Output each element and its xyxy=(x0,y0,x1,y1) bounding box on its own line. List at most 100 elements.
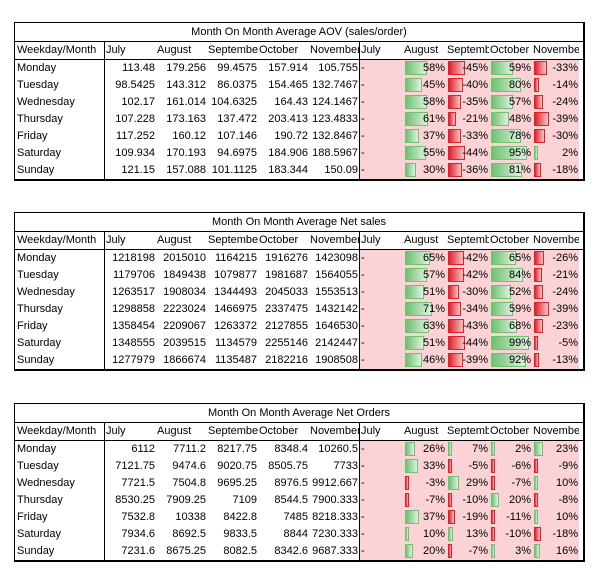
column-header: October xyxy=(490,44,530,56)
percent-cell: 71% xyxy=(403,301,446,318)
value-cell: 8422.8 xyxy=(223,511,257,523)
change-bar xyxy=(534,112,549,126)
value-cell: 7504.8 xyxy=(172,477,206,489)
weekday-cell: Wednesday xyxy=(15,284,105,301)
percent-cell: -14% xyxy=(532,77,579,94)
change-bar xyxy=(534,476,538,490)
value-cell: 173.163 xyxy=(166,113,206,125)
column-header: September xyxy=(208,44,258,56)
percent-cell: - xyxy=(360,111,403,128)
value-cell: 121.15 xyxy=(121,164,155,176)
percent-text: 29% xyxy=(465,477,488,489)
percent-text: - xyxy=(361,164,365,176)
percent-text: 10% xyxy=(422,528,445,540)
percent-cell: - xyxy=(360,509,403,526)
value-cell: 8217.75 xyxy=(217,443,257,455)
change-bar xyxy=(534,493,538,507)
percent-text: -5% xyxy=(558,337,578,349)
weekday-cell: Saturday xyxy=(15,335,105,352)
value-cell: 10338 xyxy=(175,511,206,523)
change-bar xyxy=(534,527,541,541)
table-row: Thursday 8530.25 7909.25 7109 8544.5 7900.333… xyxy=(15,492,583,509)
percent-cell: -7% xyxy=(403,492,446,509)
column-header: September xyxy=(208,425,258,437)
percent-cell: 23% xyxy=(532,441,579,458)
percent-text: 65% xyxy=(508,252,531,264)
value-cell: 132.7467 xyxy=(309,77,360,94)
percent-text: 33% xyxy=(422,460,445,472)
percent-text: -44% xyxy=(462,337,488,349)
percent-cell: 2% xyxy=(532,145,579,162)
percent-text: 37% xyxy=(422,511,445,523)
percent-cell: - xyxy=(360,301,403,318)
column-header: November xyxy=(309,42,360,59)
percent-cell: 46% xyxy=(403,352,446,369)
value-cell: 107.146 xyxy=(217,130,257,142)
table-row: Sunday 121.15 157.088 101.1125 183.344 150.09… xyxy=(15,162,583,179)
change-bar xyxy=(405,476,409,490)
value-cell: 8675.25 xyxy=(166,545,206,557)
value-cell: 2039515 xyxy=(163,337,206,349)
change-bar xyxy=(491,95,513,109)
percent-cell: 10% xyxy=(532,475,579,492)
percent-text: -26% xyxy=(552,252,578,264)
weekday-cell: Saturday xyxy=(15,145,105,162)
change-bar xyxy=(448,442,452,456)
value-cell: 124.1467 xyxy=(309,94,360,111)
value-cell: 2142447 xyxy=(309,335,360,352)
value-cell: 1179706 xyxy=(112,269,155,281)
table-row: Friday 1358454 2209067 1263372 2127855 164653… xyxy=(15,318,583,335)
value-cell: 1849438 xyxy=(163,269,206,281)
change-bar xyxy=(448,285,460,299)
change-bar xyxy=(448,336,465,350)
value-cell: 2045033 xyxy=(265,286,308,298)
percent-text: -44% xyxy=(462,147,488,159)
column-header: November xyxy=(533,234,579,246)
table-row: Saturday 7934.6 8692.5 9833.5 8844 7230.333-1… xyxy=(15,526,583,543)
value-cell: 1908034 xyxy=(163,286,206,298)
change-bar xyxy=(534,251,544,265)
change-bar xyxy=(405,78,423,92)
percent-cell: 33% xyxy=(403,458,446,475)
value-cell: 1646530 xyxy=(309,318,360,335)
change-bar xyxy=(405,163,417,177)
weekday-cell: Monday xyxy=(15,441,105,458)
table-row: Monday 113.48 179.256 99.4575 157.914 105.755… xyxy=(15,60,583,77)
value-cell: 7711.2 xyxy=(173,443,206,455)
change-bar xyxy=(534,319,543,333)
percent-text: - xyxy=(361,320,365,332)
change-bar xyxy=(448,510,456,524)
percent-text: 57% xyxy=(508,96,531,108)
percent-cell: 3% xyxy=(489,543,532,560)
percent-cell: -11% xyxy=(489,509,532,526)
table-row: Saturday 1348555 2039515 1134579 2255146 2142… xyxy=(15,335,583,352)
change-bar xyxy=(491,129,521,143)
change-bar xyxy=(534,285,544,299)
change-bar xyxy=(491,285,511,299)
percent-text: -39% xyxy=(552,113,578,125)
change-bar xyxy=(405,129,420,143)
table-row: Monday 1218198 2015010 1164215 1916276 142309… xyxy=(15,250,583,267)
percent-text: - xyxy=(361,337,365,349)
value-cell: 7121.75 xyxy=(115,460,155,472)
value-cell: 7230.333 xyxy=(309,526,360,543)
percent-cell: 16% xyxy=(532,543,579,560)
percent-text: 26% xyxy=(422,443,445,455)
change-bar xyxy=(534,544,541,558)
percent-text: -21% xyxy=(552,269,578,281)
column-header: November xyxy=(309,423,360,440)
value-cell: 107.228 xyxy=(115,113,155,125)
column-header: September xyxy=(208,234,258,246)
percent-text: 57% xyxy=(422,269,445,281)
percent-cell: -45% xyxy=(446,60,489,77)
change-bar xyxy=(534,459,538,473)
value-cell: 7485 xyxy=(283,511,308,523)
percent-text: - xyxy=(361,303,365,315)
value-cell: 150.09 xyxy=(309,162,360,179)
change-bar xyxy=(405,61,428,75)
value-cell: 2127855 xyxy=(265,320,308,332)
percent-text: -40% xyxy=(462,79,488,91)
percent-cell: -42% xyxy=(446,267,489,284)
weekday-cell: Sunday xyxy=(15,162,105,179)
percent-cell: 20% xyxy=(403,543,446,560)
